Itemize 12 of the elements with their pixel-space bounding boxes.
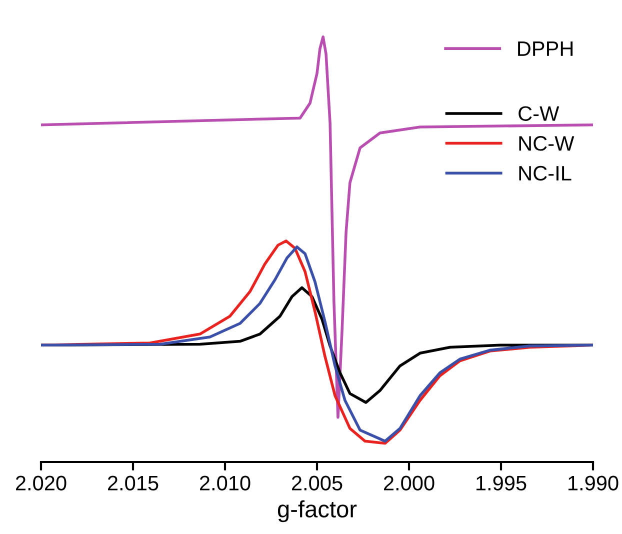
x-tick-label: 1.995 [476,476,526,490]
x-tick-label: 2.020 [16,476,66,490]
x-tick-label: 2.005 [292,476,342,490]
x-tick-label: 2.010 [200,476,250,490]
legend-label: DPPH [518,42,573,56]
legend-label: NC-W [519,136,574,151]
x-tick-label: 1.990 [568,476,618,490]
legend-label: NC-IL [519,166,572,181]
x-axis-title: g-factor [278,500,357,522]
legend-label: C-W [518,106,560,121]
x-tick-label: 2.015 [108,476,158,490]
x-tick-label: 2.000 [384,476,434,490]
